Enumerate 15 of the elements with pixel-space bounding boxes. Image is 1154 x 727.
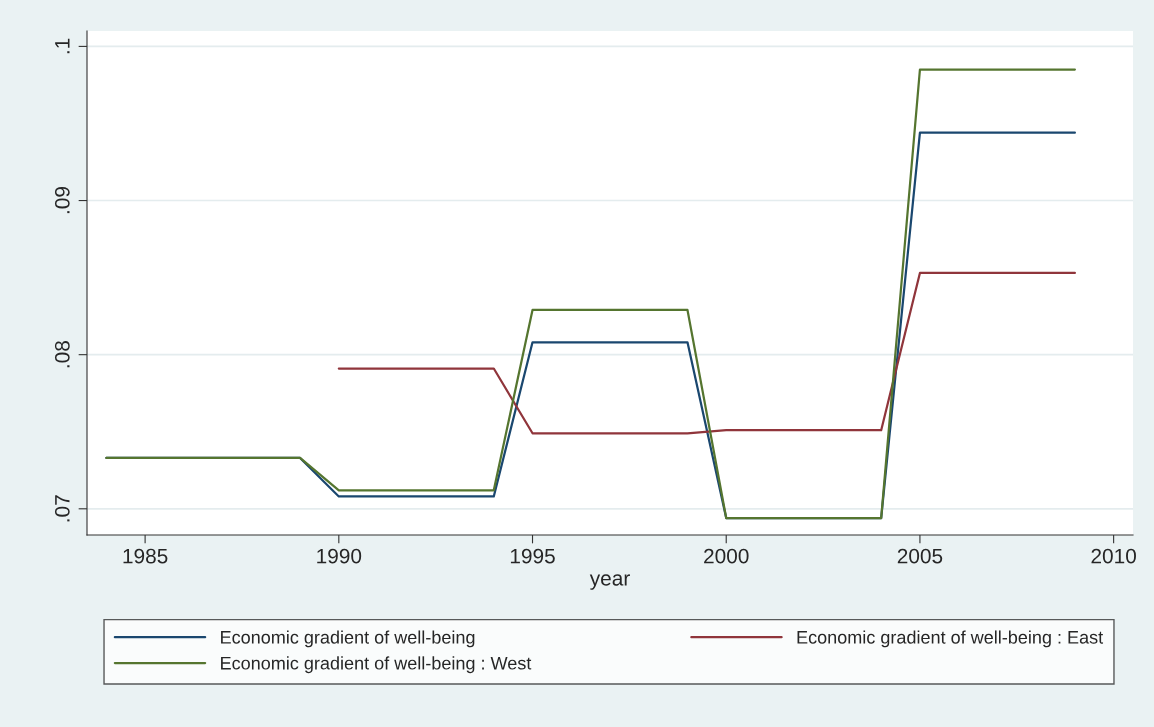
x-tick-label: 2010: [1091, 548, 1136, 564]
x-axis-title: year: [589, 574, 630, 590]
legend-label: Economic gradient of well-being: [221, 630, 475, 648]
legend-label: Economic gradient of well-being : West: [221, 656, 532, 674]
x-tick-label: 1985: [123, 548, 168, 564]
y-tick-label: .1: [55, 38, 70, 54]
x-tick-label: 2000: [704, 548, 749, 564]
y-tick-label: .07: [54, 495, 70, 522]
x-tick-label: 1995: [510, 548, 555, 564]
x-tick-label: 2005: [897, 548, 943, 564]
x-tick-label: 1990: [317, 548, 362, 564]
y-tick-label: .08: [54, 341, 70, 368]
line-series: [337, 271, 1076, 435]
legend-label: Economic gradient of well-being : East: [797, 630, 1104, 648]
y-tick-label: .09: [54, 187, 70, 214]
